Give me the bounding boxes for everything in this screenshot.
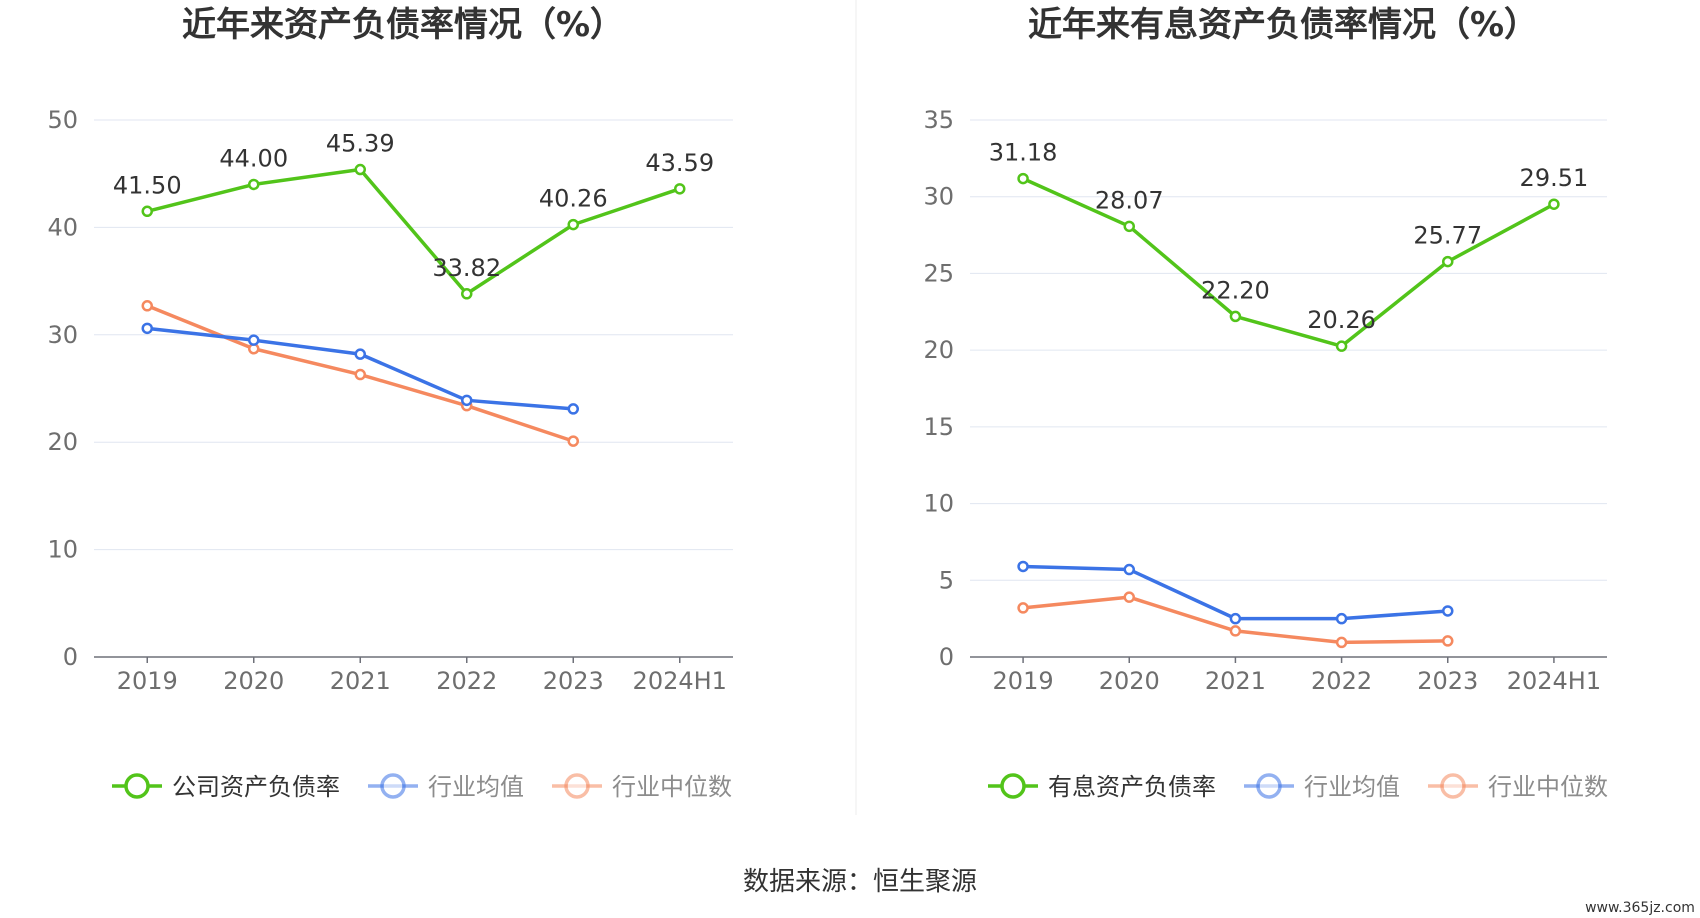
watermark-text: www.365jz.com	[1585, 900, 1695, 916]
y-tick-label: 40	[47, 213, 78, 241]
legend-marker	[1440, 773, 1466, 799]
chart-title: 近年来资产负债率情况（%）	[182, 5, 624, 45]
y-tick-label: 50	[47, 106, 78, 134]
data-point	[1229, 310, 1242, 323]
data-point	[1123, 591, 1135, 603]
data-label: 43.59	[645, 149, 714, 177]
legend-item[interactable]: 公司资产负债率	[112, 773, 340, 801]
data-point	[674, 183, 686, 195]
legend-item[interactable]: 行业中位数	[552, 773, 732, 801]
data-point	[248, 178, 260, 191]
data-point	[1442, 605, 1454, 617]
data-label: 28.07	[1095, 186, 1164, 214]
data-label: 33.82	[432, 254, 501, 282]
x-tick-label: 2021	[330, 667, 391, 695]
data-point	[1123, 220, 1135, 233]
data-point	[248, 334, 260, 346]
y-tick-label: 0	[939, 643, 954, 671]
data-point	[461, 394, 473, 407]
legend-item[interactable]: 行业中位数	[1428, 773, 1608, 801]
data-point	[1548, 198, 1560, 210]
data-label: 22.20	[1201, 276, 1270, 304]
series-line	[1023, 564, 1448, 621]
x-tick-label: 2021	[1205, 667, 1266, 695]
watermark-background	[1580, 895, 1700, 918]
data-label: 25.77	[1413, 222, 1482, 250]
legend-marker	[1000, 773, 1026, 799]
data-point	[1017, 172, 1029, 185]
legend-item[interactable]: 行业均值	[368, 773, 524, 801]
data-point	[1017, 560, 1029, 573]
legend-label: 有息资产负债率	[1048, 773, 1216, 801]
data-point	[567, 218, 579, 231]
x-tick-label: 2023	[543, 667, 604, 695]
x-tick-label: 2023	[1417, 667, 1478, 695]
data-point	[567, 435, 579, 447]
y-tick-label: 5	[939, 566, 954, 594]
data-point	[1442, 255, 1454, 268]
data-point	[1335, 612, 1348, 625]
data-point	[1335, 636, 1348, 649]
data-source-note: 数据来源：恒生聚源	[743, 867, 977, 897]
legend-marker	[1256, 773, 1282, 799]
legend-marker	[380, 773, 406, 799]
y-tick-label: 15	[923, 413, 954, 441]
data-point	[1335, 340, 1348, 352]
data-point	[354, 348, 366, 360]
data-point	[1229, 625, 1242, 637]
x-tick-label: 2022	[1311, 667, 1372, 695]
x-tick-label: 2020	[223, 667, 284, 695]
legend-marker	[124, 773, 150, 799]
x-tick-label: 2024H1	[633, 667, 727, 695]
y-tick-label: 10	[923, 490, 954, 518]
legend-label: 行业中位数	[612, 773, 732, 801]
data-point	[1017, 602, 1029, 614]
x-tick-label: 2020	[1099, 667, 1160, 695]
data-label: 41.50	[113, 171, 182, 199]
y-tick-label: 35	[923, 106, 954, 134]
data-point	[1442, 635, 1454, 647]
data-label: 44.00	[219, 144, 288, 172]
y-tick-label: 30	[47, 321, 78, 349]
legend-item[interactable]: 有息资产负债率	[988, 773, 1216, 801]
data-label: 40.26	[539, 185, 608, 213]
data-label: 31.18	[989, 139, 1058, 167]
data-point	[141, 205, 153, 218]
y-tick-label: 30	[923, 183, 954, 211]
data-point	[461, 288, 473, 300]
legend-label: 行业均值	[428, 773, 524, 801]
data-label: 45.39	[326, 130, 395, 158]
series-line	[147, 326, 574, 411]
x-tick-label: 2019	[117, 667, 178, 695]
series-line	[146, 167, 681, 296]
y-tick-label: 20	[923, 336, 954, 364]
data-point	[1123, 563, 1135, 576]
y-tick-label: 20	[47, 428, 78, 456]
x-tick-label: 2022	[436, 667, 497, 695]
legend-label: 行业中位数	[1488, 773, 1608, 801]
chart-title: 近年来有息资产负债率情况（%）	[1028, 5, 1538, 45]
legend-item[interactable]: 行业均值	[1244, 773, 1400, 801]
data-point	[567, 403, 579, 415]
data-point	[354, 368, 366, 381]
data-point	[354, 163, 366, 176]
data-label: 20.26	[1307, 306, 1376, 334]
series-line	[1022, 177, 1555, 348]
legend-label: 行业均值	[1304, 773, 1400, 801]
x-tick-label: 2024H1	[1507, 667, 1601, 695]
x-tick-label: 2019	[993, 667, 1054, 695]
legend-marker	[564, 773, 590, 799]
y-tick-label: 25	[923, 259, 954, 287]
data-point	[141, 300, 153, 312]
debt-ratio-chart: 近年来资产负债率情况（%） 0 10 20 30 40 50 2019 2020 2021 202…	[47, 5, 733, 801]
legend-label: 公司资产负债率	[172, 773, 340, 801]
data-point	[141, 322, 153, 335]
data-point	[1229, 612, 1242, 625]
data-label: 29.51	[1520, 164, 1589, 192]
y-tick-label: 10	[47, 536, 78, 564]
y-tick-label: 0	[63, 643, 78, 671]
interest-bearing-debt-ratio-chart: 近年来有息资产负债率情况（%） 0 5 10 15 20 25 30 35 2019 2020 20…	[923, 5, 1608, 801]
